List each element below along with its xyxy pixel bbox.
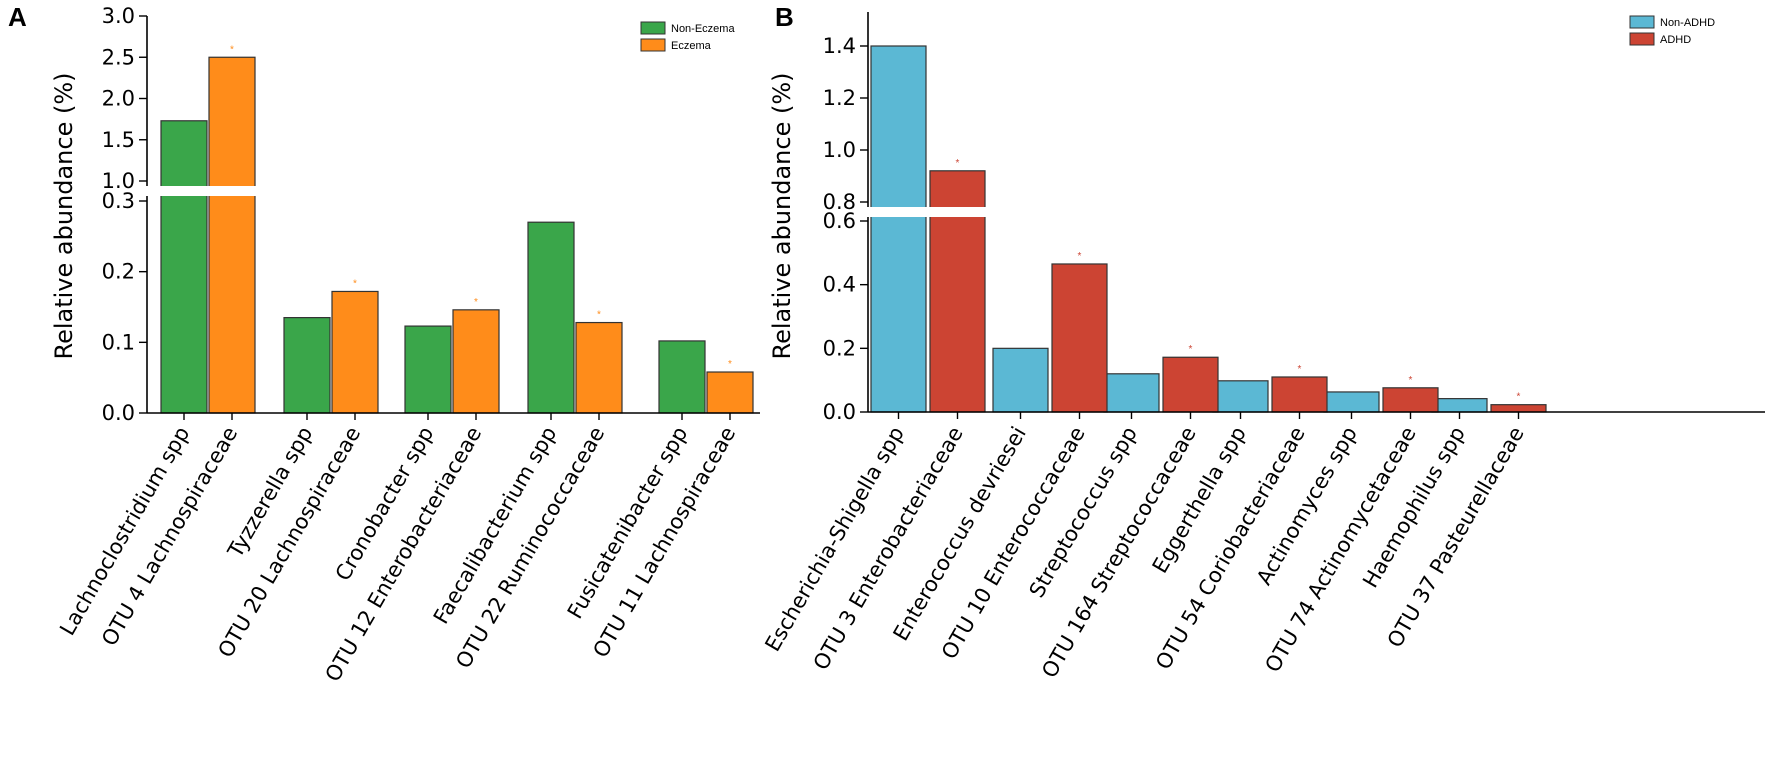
significance-marker: * [474, 297, 478, 308]
bar-adhd [1162, 356, 1219, 413]
legend-label: Non-Eczema [671, 23, 735, 35]
y-tick-label: 0.0 [823, 400, 856, 424]
panel-label: A [8, 2, 27, 32]
bar-adhd [1382, 387, 1439, 413]
bar-adhd [1490, 404, 1547, 413]
y-tick-label: 1.2 [823, 86, 856, 110]
bar-eczema [452, 309, 500, 414]
bar-eczema [331, 290, 379, 414]
bar-non-eczema [283, 317, 331, 414]
bar-non-adhd [1103, 373, 1160, 413]
y-tick-label: 0.2 [823, 336, 856, 360]
significance-marker: * [728, 359, 732, 370]
y-tick-label: 0.0 [102, 401, 135, 425]
bar-adhd [929, 170, 986, 413]
legend-swatch [640, 38, 666, 52]
y-tick-label: 1.0 [102, 169, 135, 193]
bar-adhd [1051, 263, 1108, 413]
legend-swatch [640, 21, 666, 35]
bar-non-adhd [992, 347, 1049, 413]
legend-label: Non-ADHD [1660, 17, 1715, 29]
y-tick-label: 0.3 [102, 189, 135, 213]
bar-non-eczema [160, 120, 208, 414]
legend-label: ADHD [1660, 34, 1691, 46]
significance-marker: * [956, 158, 960, 169]
y-tick-label: 2.5 [102, 45, 135, 69]
panel-label: B [775, 2, 794, 32]
y-tick-label: 0.2 [102, 260, 135, 284]
bar-non-eczema [658, 340, 706, 414]
bar-non-adhd [1431, 398, 1488, 413]
bar-eczema [575, 321, 623, 414]
y-tick-label: 1.5 [102, 128, 135, 152]
significance-marker: * [597, 310, 601, 321]
y-tick-label: 2.0 [102, 87, 135, 111]
legend-label: Eczema [671, 40, 712, 52]
bar-non-adhd [1323, 391, 1380, 413]
y-axis-label: Relative abundance (%) [768, 72, 796, 359]
significance-marker: * [353, 278, 357, 289]
bar-non-eczema [527, 221, 575, 414]
bar-eczema [208, 56, 256, 414]
significance-marker: * [1078, 251, 1082, 262]
axis-break [135, 186, 288, 196]
significance-marker: * [1517, 392, 1521, 403]
significance-marker: * [1189, 344, 1193, 355]
bar-adhd [1271, 376, 1328, 413]
y-tick-label: 3.0 [102, 4, 135, 28]
legend-swatch [1629, 15, 1655, 29]
significance-marker: * [1298, 364, 1302, 375]
bar-non-eczema [404, 325, 452, 414]
y-tick-label: 1.0 [823, 138, 856, 162]
y-tick-label: 0.4 [823, 273, 856, 297]
y-tick-label: 1.4 [823, 34, 856, 58]
significance-marker: * [230, 44, 234, 55]
y-tick-label: 0.1 [102, 330, 135, 354]
bar-non-adhd [1212, 380, 1269, 413]
bar-non-adhd [870, 45, 927, 413]
y-tick-label: 0.8 [823, 190, 856, 214]
significance-marker: * [1409, 375, 1413, 386]
y-axis-label: Relative abundance (%) [50, 72, 78, 359]
bar-eczema [706, 371, 754, 414]
axis-break [856, 207, 1008, 217]
legend-swatch [1629, 32, 1655, 46]
y-tick-label: 0.6 [823, 209, 856, 233]
